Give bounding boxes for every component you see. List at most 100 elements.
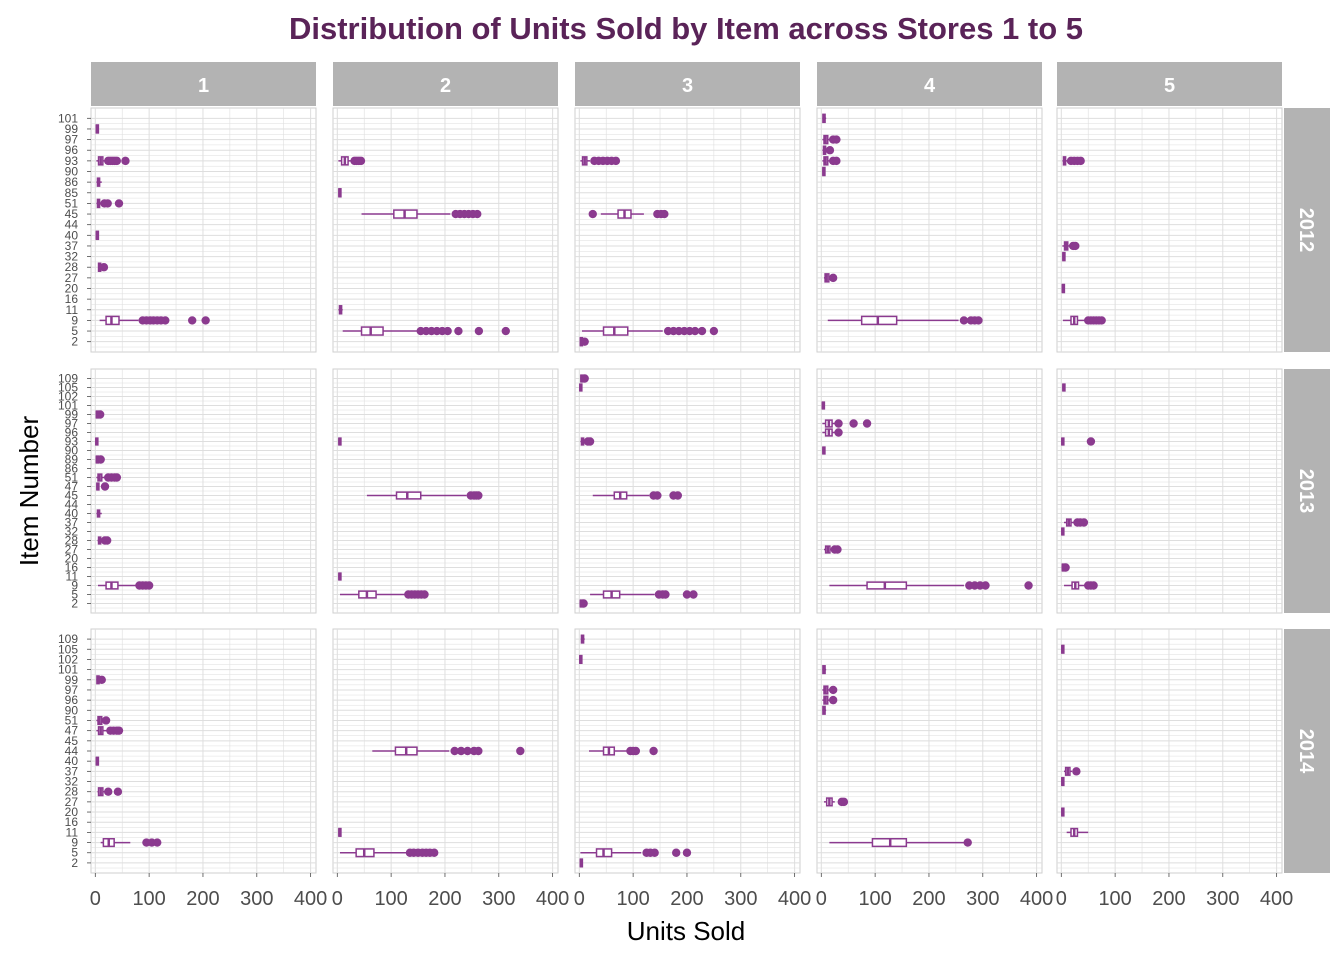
boxplot-item-96 [822,695,838,705]
y-tick-label: 97 [65,683,79,697]
boxplot-item-109 [580,374,589,383]
outlier-point [963,838,972,847]
outlier-point [113,787,123,796]
y-tick-label: 11 [66,570,79,584]
y-tick-label: 51 [65,471,79,485]
y-tick-label: 45 [65,207,79,221]
y-tick-label: 16 [65,292,79,306]
y-tick-label: 40 [65,228,79,242]
facet-strip-label: 2 [440,75,451,97]
outlier-point [1097,316,1106,325]
outlier-point [585,437,595,446]
outlier-point [671,848,681,857]
outlier-point [1076,156,1085,166]
outlier-point [356,156,366,166]
y-tick-label: 11 [66,825,79,839]
boxplot-item-93 [580,156,621,166]
outlier-point [697,326,707,336]
outlier-point [95,410,105,419]
outlier-point [114,726,124,735]
y-tick-label: 51 [65,713,79,727]
y-tick-label: 93 [65,154,79,168]
panel-2014-store-4 [816,628,1043,874]
boxplot-item-51 [96,473,122,482]
outlier-point [832,135,841,144]
boxplot-item-9 [827,315,983,326]
boxplot-item-90 [822,705,827,715]
outlier-point [579,599,588,608]
outlier-point [653,491,662,500]
boxplot-item-9 [1062,315,1106,326]
y-tick-label: 27 [65,795,79,809]
boxplot-item-99 [95,410,105,419]
boxplot-item-90 [822,446,826,455]
panel-2013-store-5 [1056,368,1283,614]
outlier-point [144,581,154,590]
x-tick-label: 100 [858,888,891,910]
boxplot-item-97 [822,685,838,695]
outlier-point [443,326,452,336]
facet-strip-label: 4 [924,75,936,97]
boxplot-item-93 [95,437,99,446]
outlier-point [121,156,130,166]
outlier-point [516,746,525,756]
panel-2013-store-2 [332,368,559,614]
boxplot-item-9 [1063,581,1098,590]
outlier-point [825,146,835,155]
boxplot-item-47 [96,482,110,491]
y-tick-label: 37 [65,239,79,253]
boxplot-item-102 [579,654,583,665]
x-tick-label: 300 [724,888,757,910]
y-tick-label: 93 [65,435,79,449]
panel-2014-store-5 [1056,628,1283,874]
boxplot-item-5 [342,326,510,336]
boxplot-item-37 [1062,241,1080,251]
boxplot-item-99 [95,124,100,134]
y-tick-label: 37 [65,764,79,778]
panel-2014-store-1 [90,628,317,874]
boxplot-item-93 [1061,437,1096,446]
y-tick-label: 44 [65,218,79,232]
y-tick-label: 20 [65,552,79,566]
outlier-point [1086,437,1096,446]
facet-strip-label: 2014 [1295,729,1317,774]
y-tick-label: 40 [65,754,79,768]
boxplot-item-105 [579,383,583,392]
outlier-point [828,273,838,283]
box-iqr [866,581,908,590]
y-axis-tick-labels: 2591116202728323740444551858690939697991… [58,111,91,870]
boxplot-item-2 [579,336,589,347]
boxplot-item-44 [588,746,658,756]
boxplot-item-5 [339,848,439,858]
y-tick-label: 97 [65,417,79,431]
outlier-point [161,316,170,325]
outlier-point [104,787,113,796]
boxplot-item-28 [97,787,123,797]
boxplot-item-40 [95,756,100,766]
boxplot-item-96 [822,145,835,155]
boxplot-item-97 [822,134,841,145]
x-axis-title: Units Sold [627,916,746,946]
boxplot-item-32 [1062,251,1066,262]
boxplot-item-9 [97,581,154,590]
boxplot-item-93 [1062,156,1085,166]
x-tick-label: 200 [186,888,219,910]
y-tick-label: 28 [65,785,79,799]
x-tick-label: 200 [1152,888,1185,910]
y-tick-label: 96 [65,693,79,707]
x-axis-tick-labels: 0 100 200 300 400 0 100 200 300 400 0 100 200 300 400 0… [90,873,1293,910]
x-tick-label: 300 [482,888,515,910]
outlier-point [974,316,983,325]
y-tick-label: 37 [65,516,79,530]
boxplot-item-37 [1063,766,1081,776]
outlier-point [454,326,463,336]
y-tick-label: 45 [65,489,79,503]
boxplot-item-5 [339,590,429,599]
outlier-point [1071,241,1080,251]
outlier-point [580,337,589,346]
facet-strip-label: 1 [198,75,209,97]
outlier-point [650,848,659,857]
boxplot-item-32 [1061,527,1065,536]
boxplot-item-93 [822,156,841,166]
y-tick-label: 47 [65,724,79,738]
